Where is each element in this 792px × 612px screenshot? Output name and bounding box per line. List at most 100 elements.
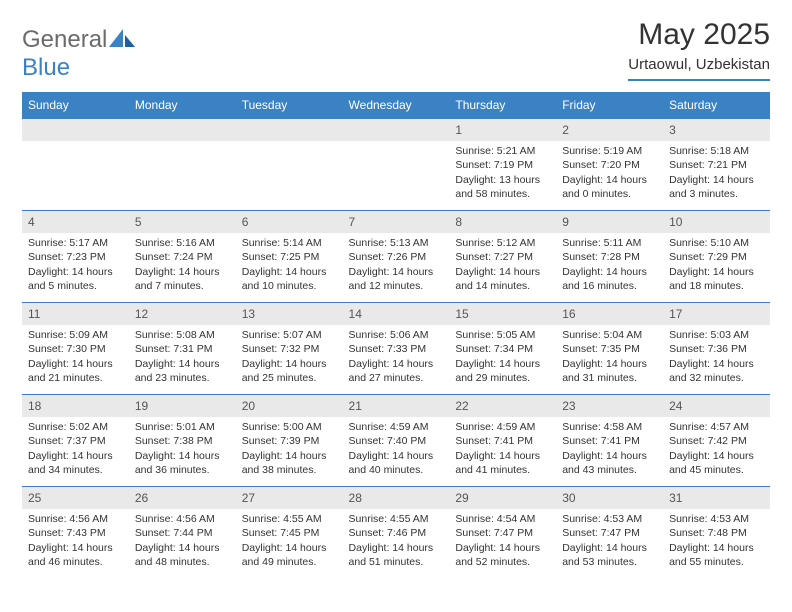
sunset-line: Sunset: 7:36 PM [669,342,764,356]
sunset-line: Sunset: 7:40 PM [349,434,444,448]
day-number: 29 [449,486,556,509]
day-cell: 13Sunrise: 5:07 AMSunset: 7:32 PMDayligh… [236,302,343,394]
sunrise-line: Sunrise: 5:05 AM [455,328,550,342]
daylight-line: Daylight: 14 hours and 40 minutes. [349,449,444,477]
calendar-page: GeneralBlue May 2025 Urtaowul, Uzbekista… [0,0,792,588]
day-cell: 24Sunrise: 4:57 AMSunset: 7:42 PMDayligh… [663,394,770,486]
day-number: 9 [556,210,663,233]
sunset-line: Sunset: 7:48 PM [669,526,764,540]
sunset-line: Sunset: 7:43 PM [28,526,123,540]
day-content: Sunrise: 5:10 AMSunset: 7:29 PMDaylight:… [663,233,770,297]
daylight-line: Daylight: 14 hours and 52 minutes. [455,541,550,569]
day-cell: 15Sunrise: 5:05 AMSunset: 7:34 PMDayligh… [449,302,556,394]
day-cell: 25Sunrise: 4:56 AMSunset: 7:43 PMDayligh… [22,486,129,578]
day-cell: 23Sunrise: 4:58 AMSunset: 7:41 PMDayligh… [556,394,663,486]
day-cell: 28Sunrise: 4:55 AMSunset: 7:46 PMDayligh… [343,486,450,578]
calendar-row: 18Sunrise: 5:02 AMSunset: 7:37 PMDayligh… [22,394,770,486]
sunset-line: Sunset: 7:42 PM [669,434,764,448]
daylight-line: Daylight: 14 hours and 7 minutes. [135,265,230,293]
sunrise-line: Sunrise: 5:21 AM [455,144,550,158]
day-number: 20 [236,394,343,417]
day-number: 21 [343,394,450,417]
day-header-cell: Sunday [22,92,129,118]
day-cell: 10Sunrise: 5:10 AMSunset: 7:29 PMDayligh… [663,210,770,302]
sunrise-line: Sunrise: 5:09 AM [28,328,123,342]
sunset-line: Sunset: 7:30 PM [28,342,123,356]
sunrise-line: Sunrise: 5:11 AM [562,236,657,250]
sunset-line: Sunset: 7:35 PM [562,342,657,356]
day-number: 5 [129,210,236,233]
sunrise-line: Sunrise: 5:17 AM [28,236,123,250]
day-number [22,118,129,141]
day-content: Sunrise: 5:13 AMSunset: 7:26 PMDaylight:… [343,233,450,297]
day-cell: 6Sunrise: 5:14 AMSunset: 7:25 PMDaylight… [236,210,343,302]
sunset-line: Sunset: 7:41 PM [562,434,657,448]
calendar-row: 1Sunrise: 5:21 AMSunset: 7:19 PMDaylight… [22,118,770,210]
daylight-line: Daylight: 14 hours and 53 minutes. [562,541,657,569]
day-number: 25 [22,486,129,509]
day-content: Sunrise: 5:18 AMSunset: 7:21 PMDaylight:… [663,141,770,205]
day-number: 24 [663,394,770,417]
daylight-line: Daylight: 14 hours and 18 minutes. [669,265,764,293]
brand-part1: General [22,26,107,53]
day-cell: 7Sunrise: 5:13 AMSunset: 7:26 PMDaylight… [343,210,450,302]
day-content: Sunrise: 5:19 AMSunset: 7:20 PMDaylight:… [556,141,663,205]
sunrise-line: Sunrise: 4:59 AM [455,420,550,434]
day-cell: 14Sunrise: 5:06 AMSunset: 7:33 PMDayligh… [343,302,450,394]
header: GeneralBlue May 2025 Urtaowul, Uzbekista… [22,18,770,82]
sunset-line: Sunset: 7:44 PM [135,526,230,540]
daylight-line: Daylight: 14 hours and 36 minutes. [135,449,230,477]
day-content: Sunrise: 5:09 AMSunset: 7:30 PMDaylight:… [22,325,129,389]
sunrise-line: Sunrise: 5:00 AM [242,420,337,434]
daylight-line: Daylight: 14 hours and 45 minutes. [669,449,764,477]
sunrise-line: Sunrise: 4:55 AM [242,512,337,526]
sunset-line: Sunset: 7:37 PM [28,434,123,448]
calendar-row: 25Sunrise: 4:56 AMSunset: 7:43 PMDayligh… [22,486,770,578]
day-cell: 2Sunrise: 5:19 AMSunset: 7:20 PMDaylight… [556,118,663,210]
month-title: May 2025 [628,18,770,52]
sunset-line: Sunset: 7:41 PM [455,434,550,448]
sunrise-line: Sunrise: 5:07 AM [242,328,337,342]
day-header-cell: Tuesday [236,92,343,118]
day-content: Sunrise: 4:53 AMSunset: 7:48 PMDaylight:… [663,509,770,573]
day-content: Sunrise: 5:01 AMSunset: 7:38 PMDaylight:… [129,417,236,481]
day-content: Sunrise: 4:55 AMSunset: 7:46 PMDaylight:… [343,509,450,573]
day-number [236,118,343,141]
day-content: Sunrise: 5:06 AMSunset: 7:33 PMDaylight:… [343,325,450,389]
sunset-line: Sunset: 7:27 PM [455,250,550,264]
day-number: 10 [663,210,770,233]
sunrise-line: Sunrise: 4:55 AM [349,512,444,526]
day-cell: 3Sunrise: 5:18 AMSunset: 7:21 PMDaylight… [663,118,770,210]
day-cell: 16Sunrise: 5:04 AMSunset: 7:35 PMDayligh… [556,302,663,394]
day-number: 13 [236,302,343,325]
daylight-line: Daylight: 14 hours and 0 minutes. [562,173,657,201]
sunset-line: Sunset: 7:45 PM [242,526,337,540]
day-content: Sunrise: 5:12 AMSunset: 7:27 PMDaylight:… [449,233,556,297]
sunrise-line: Sunrise: 4:54 AM [455,512,550,526]
day-number: 23 [556,394,663,417]
day-cell: 5Sunrise: 5:16 AMSunset: 7:24 PMDaylight… [129,210,236,302]
sunrise-line: Sunrise: 5:06 AM [349,328,444,342]
daylight-line: Daylight: 14 hours and 43 minutes. [562,449,657,477]
day-number: 2 [556,118,663,141]
empty-cell [343,118,450,210]
day-number: 28 [343,486,450,509]
sunrise-line: Sunrise: 4:53 AM [669,512,764,526]
day-number: 26 [129,486,236,509]
daylight-line: Daylight: 14 hours and 5 minutes. [28,265,123,293]
day-header-cell: Thursday [449,92,556,118]
day-content: Sunrise: 5:11 AMSunset: 7:28 PMDaylight:… [556,233,663,297]
day-content: Sunrise: 4:59 AMSunset: 7:40 PMDaylight:… [343,417,450,481]
daylight-line: Daylight: 14 hours and 21 minutes. [28,357,123,385]
day-content: Sunrise: 5:03 AMSunset: 7:36 PMDaylight:… [663,325,770,389]
title-block: May 2025 Urtaowul, Uzbekistan [628,18,770,81]
sunset-line: Sunset: 7:47 PM [562,526,657,540]
sunset-line: Sunset: 7:20 PM [562,158,657,172]
day-number: 31 [663,486,770,509]
sunset-line: Sunset: 7:32 PM [242,342,337,356]
day-number: 15 [449,302,556,325]
sunrise-line: Sunrise: 5:18 AM [669,144,764,158]
sunrise-line: Sunrise: 5:13 AM [349,236,444,250]
sunset-line: Sunset: 7:23 PM [28,250,123,264]
day-number: 7 [343,210,450,233]
